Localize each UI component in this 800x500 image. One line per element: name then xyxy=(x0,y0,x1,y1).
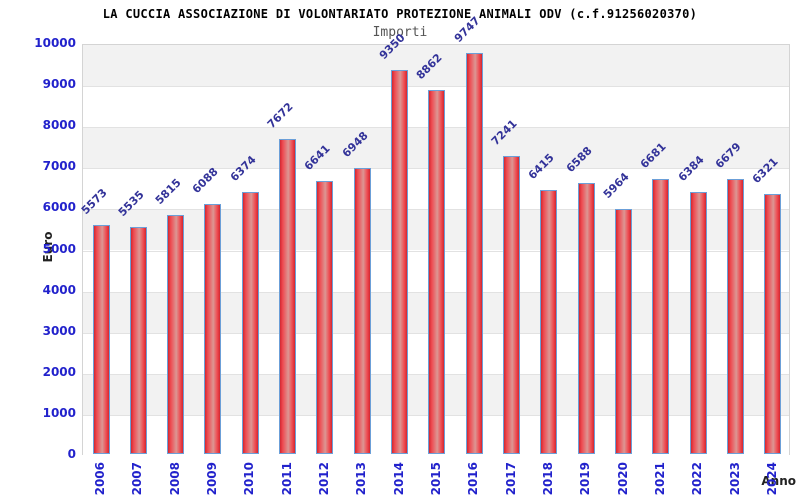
x-tick-label: 2022 xyxy=(690,462,705,496)
x-tick-label: 2009 xyxy=(204,462,219,496)
y-tick-label: 4000 xyxy=(42,282,76,297)
bar xyxy=(279,139,297,454)
y-tick-label: 6000 xyxy=(42,200,76,215)
x-tick-label: 2018 xyxy=(540,462,555,496)
bar xyxy=(689,192,707,454)
bar xyxy=(615,209,633,454)
x-tick-label: 2024 xyxy=(764,462,779,496)
bar xyxy=(652,179,670,454)
x-tick-label: 2007 xyxy=(130,462,145,496)
x-tick-label: 2012 xyxy=(316,462,331,496)
bar xyxy=(316,181,334,454)
bar xyxy=(540,190,558,454)
x-tick-label: 2010 xyxy=(242,462,257,496)
x-tick-label: 2016 xyxy=(466,462,481,496)
bar xyxy=(353,168,371,454)
x-tick-label: 2014 xyxy=(391,462,406,496)
bar xyxy=(764,194,782,454)
x-tick-label: 2021 xyxy=(652,462,667,496)
bar xyxy=(167,215,185,454)
bar xyxy=(241,192,259,454)
y-tick-label: 1000 xyxy=(42,405,76,420)
bar xyxy=(391,70,409,454)
chart-subtitle: Importi xyxy=(372,25,428,40)
x-tick-label: 2008 xyxy=(167,462,182,496)
gridline xyxy=(83,86,789,88)
y-tick-label: 3000 xyxy=(42,323,76,338)
x-tick-label: 2019 xyxy=(578,462,593,496)
x-tick-label: 2011 xyxy=(279,462,294,496)
x-tick-label: 2013 xyxy=(354,462,369,496)
plot-area xyxy=(82,44,790,456)
y-tick-label: 7000 xyxy=(42,159,76,174)
bar xyxy=(727,179,745,454)
x-tick-label: 2006 xyxy=(93,462,107,496)
y-tick-label: 10000 xyxy=(34,36,76,50)
bar xyxy=(465,53,483,454)
y-tick-label: 2000 xyxy=(42,364,76,379)
x-tick-label: 2020 xyxy=(615,462,630,496)
x-tick-label: 2015 xyxy=(428,462,443,496)
chart-title: LA CUCCIA ASSOCIAZIONE DI VOLONTARIATO P… xyxy=(102,7,698,21)
y-tick-label: 9000 xyxy=(42,77,76,92)
bar xyxy=(577,183,595,454)
bar xyxy=(129,227,147,454)
y-tick-label: 5000 xyxy=(42,241,76,256)
grid-band xyxy=(83,45,789,87)
bar xyxy=(204,204,222,454)
bar xyxy=(503,156,521,454)
x-tick-label: 2017 xyxy=(503,462,518,496)
x-tick-label: 2023 xyxy=(727,462,742,496)
x-axis-label: Anno xyxy=(761,474,796,488)
bar xyxy=(92,225,110,454)
y-tick-label: 0 xyxy=(67,447,76,461)
bar xyxy=(428,90,446,454)
y-tick-label: 8000 xyxy=(42,118,76,133)
